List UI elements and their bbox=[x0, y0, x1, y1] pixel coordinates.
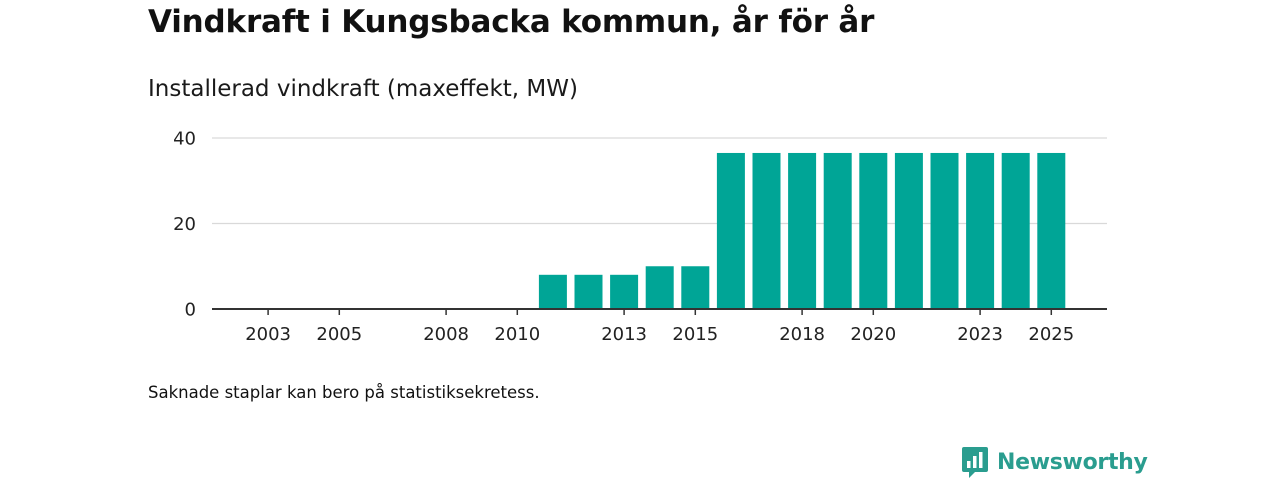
chart-title: Vindkraft i Kungsbacka kommun, år för år bbox=[148, 4, 875, 40]
x-tick-label: 2018 bbox=[779, 324, 825, 345]
bar-2025 bbox=[1037, 152, 1066, 309]
brand: Newsworthy bbox=[961, 446, 1148, 479]
bar-2015 bbox=[681, 266, 710, 309]
bar-2016 bbox=[716, 152, 745, 309]
bar-2018 bbox=[788, 152, 817, 309]
x-tick-label: 2020 bbox=[850, 324, 896, 345]
x-tick-label: 2025 bbox=[1028, 324, 1074, 345]
x-tick-label: 2008 bbox=[423, 324, 469, 345]
x-tick-label: 2015 bbox=[672, 324, 718, 345]
bar-2019 bbox=[823, 152, 852, 309]
bar-2024 bbox=[1001, 152, 1030, 309]
brand-name: Newsworthy bbox=[997, 450, 1148, 475]
bar-2011 bbox=[538, 274, 567, 309]
chart-subtitle: Installerad vindkraft (maxeffekt, MW) bbox=[148, 76, 578, 102]
footnote: Saknade staplar kan bero på statistiksek… bbox=[148, 383, 540, 402]
x-tick-label: 2003 bbox=[245, 324, 291, 345]
bar-2012 bbox=[574, 274, 603, 309]
bar-2023 bbox=[966, 152, 995, 309]
bar-2022 bbox=[930, 152, 959, 309]
x-tick-label: 2013 bbox=[601, 324, 647, 345]
newsworthy-logo-icon bbox=[962, 447, 988, 478]
bar-2021 bbox=[894, 152, 923, 309]
y-tick-label: 40 bbox=[173, 129, 196, 150]
bar-2017 bbox=[752, 152, 781, 309]
bar-2013 bbox=[610, 274, 639, 309]
bar-2014 bbox=[645, 266, 674, 309]
bar-2020 bbox=[859, 152, 888, 309]
y-tick-label: 20 bbox=[173, 214, 196, 235]
x-tick-label: 2023 bbox=[957, 324, 1003, 345]
x-tick-label: 2010 bbox=[494, 324, 540, 345]
y-tick-label: 0 bbox=[185, 300, 196, 321]
x-tick-label: 2005 bbox=[316, 324, 362, 345]
